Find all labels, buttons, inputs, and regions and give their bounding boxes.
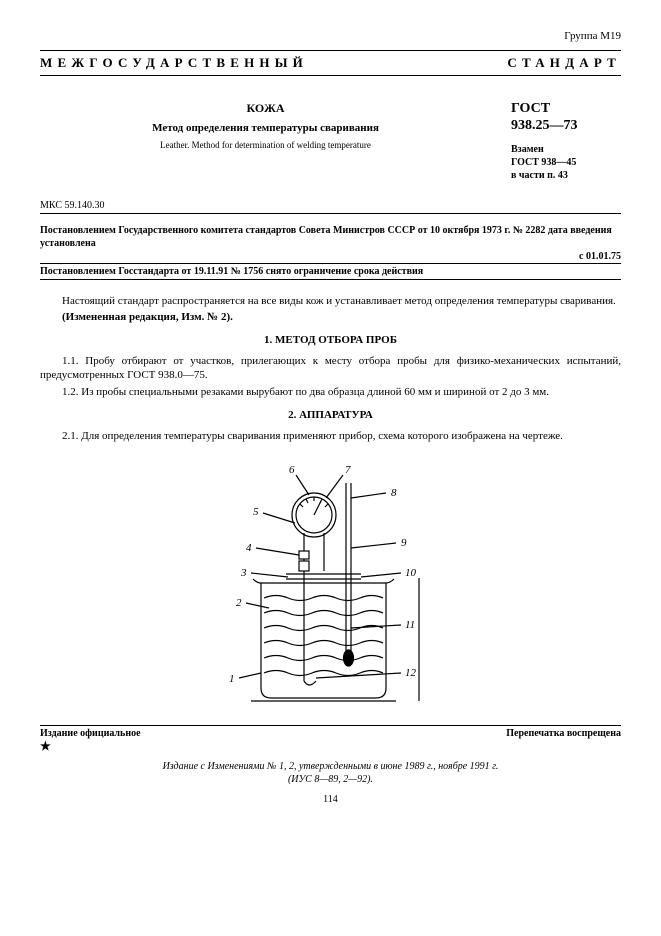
intro-p1: Настоящий стандарт распространяется на в… <box>40 294 621 308</box>
gost-number-value: 938.25—73 <box>511 118 578 133</box>
svg-text:9: 9 <box>401 537 407 549</box>
svg-text:10: 10 <box>405 567 417 579</box>
svg-text:6: 6 <box>289 464 295 476</box>
mks-code: МКС 59.140.30 <box>40 200 621 214</box>
s1-p2: 1.2. Из пробы специальными резаками выру… <box>40 385 621 399</box>
group-label: Группа М19 <box>40 30 621 42</box>
method-title: Метод определения температуры сваривания <box>40 122 491 134</box>
svg-text:7: 7 <box>345 464 351 476</box>
edition-note-1: Издание с Изменениями № 1, 2, утвержденн… <box>163 761 499 772</box>
subject-title: КОЖА <box>40 101 491 116</box>
apparatus-diagram: 1 2 3 4 5 6 7 8 9 10 11 12 <box>191 453 471 713</box>
section-2-heading: 2. АППАРАТУРА <box>40 409 621 421</box>
replaces-note: ВзаменГОСТ 938—45в части п. 43 <box>511 143 621 182</box>
svg-text:8: 8 <box>391 487 397 499</box>
edition-note-2: (ИУС 8—89, 2—92). <box>288 774 373 785</box>
method-title-en: Leather. Method for determination of wel… <box>40 140 491 150</box>
svg-text:5: 5 <box>253 506 259 518</box>
star-icon: ★ <box>40 739 51 753</box>
svg-text:12: 12 <box>405 667 417 679</box>
s1-p1: 1.1. Пробу отбирают от участков, прилега… <box>40 354 621 383</box>
s2-p1: 2.1. Для определения температуры сварива… <box>40 429 621 443</box>
effective-date: с 01.01.75 <box>579 251 621 262</box>
svg-text:4: 4 <box>246 542 252 554</box>
no-reprint: Перепечатка воспрещена <box>506 728 621 754</box>
decree-2: Постановлением Госстандарта от 19.11.91 … <box>40 266 621 280</box>
svg-text:2: 2 <box>236 597 242 609</box>
page-number: 114 <box>40 794 621 805</box>
decree-1: Постановлением Государственного комитета… <box>40 224 621 250</box>
svg-text:11: 11 <box>405 619 415 631</box>
banner-rule: МЕЖГОСУДАРСТВЕННЫЙ СТАНДАРТ <box>40 50 621 76</box>
svg-text:3: 3 <box>240 567 247 579</box>
gost-number: ГОСТ 938.25—73 <box>511 101 621 135</box>
svg-text:1: 1 <box>229 673 235 685</box>
section-1-heading: 1. МЕТОД ОТБОРА ПРОБ <box>40 334 621 346</box>
banner-title: МЕЖГОСУДАРСТВЕННЫЙ СТАНДАРТ <box>40 55 621 71</box>
intro-p2: (Измененная редакция, Изм. № 2). <box>40 310 621 324</box>
official-edition: Издание официальное <box>40 728 141 739</box>
gost-label: ГОСТ <box>511 101 550 116</box>
